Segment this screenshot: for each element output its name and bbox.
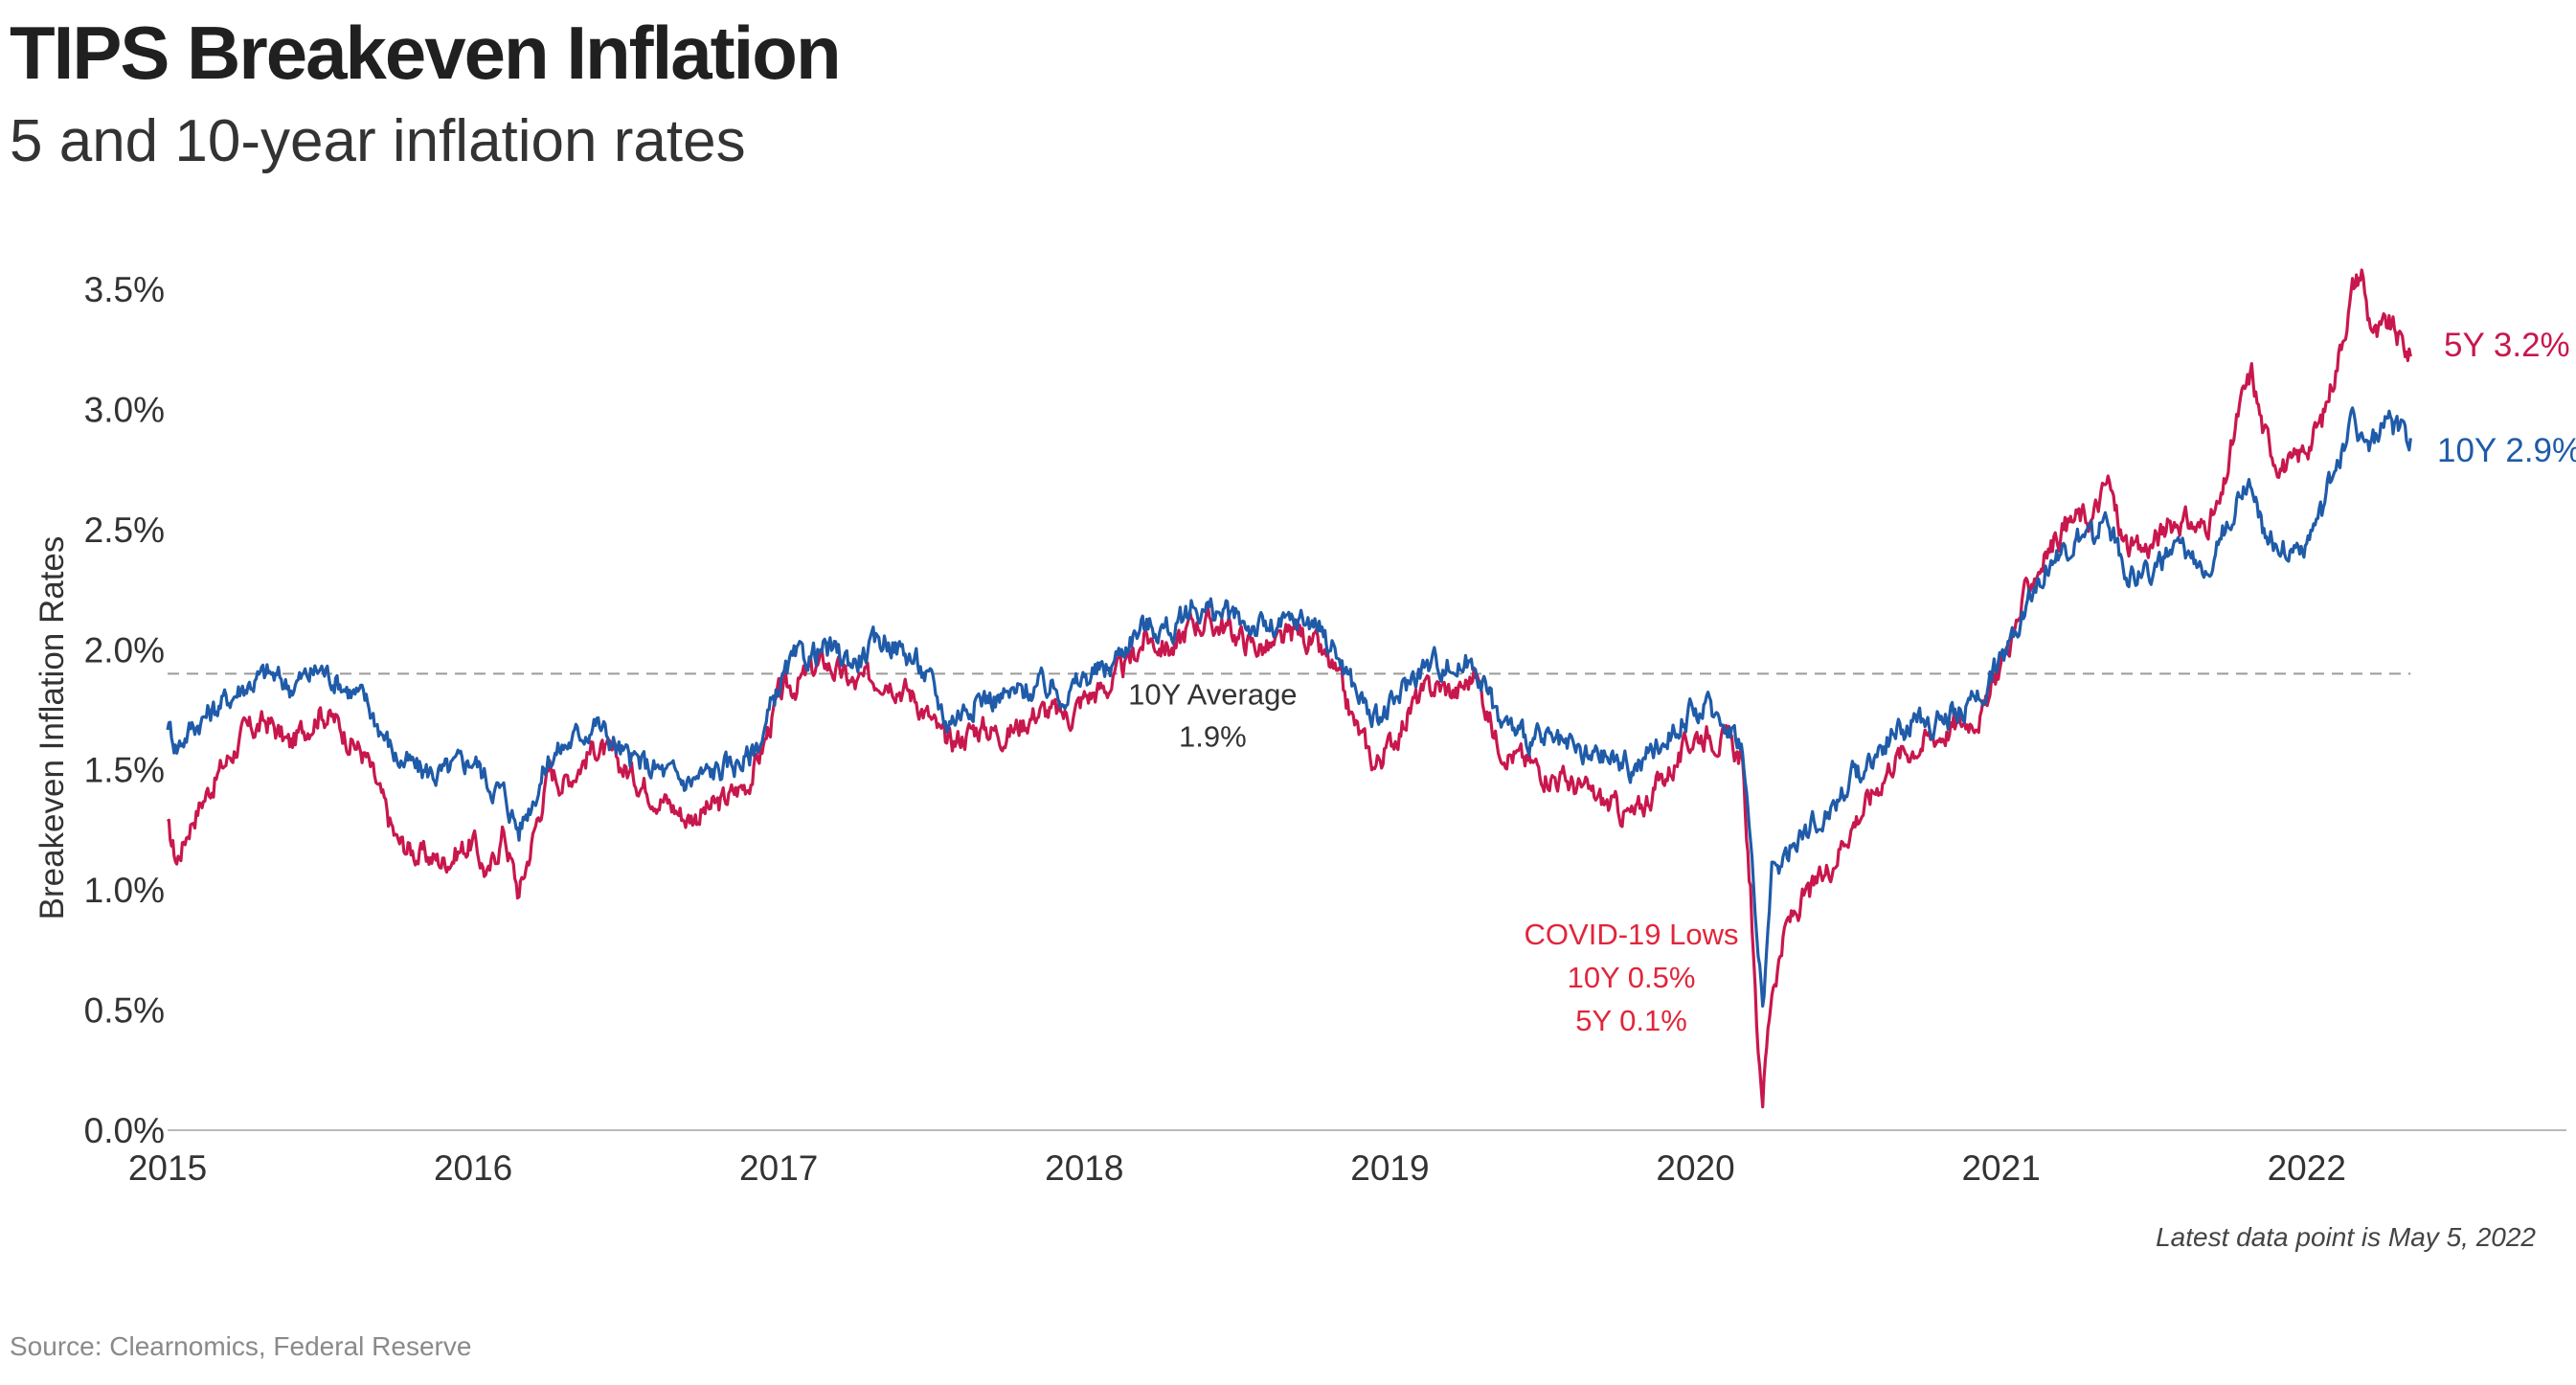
- covid-annotation-title: COVID-19 Lows: [1525, 918, 1739, 951]
- y-tick-label: 0.5%: [84, 991, 165, 1031]
- series-end-label-5y: 5Y 3.2%: [2444, 327, 2570, 364]
- covid-annotation: COVID-19 Lows 10Y 0.5% 5Y 0.1%: [1525, 918, 1739, 1037]
- y-tick-label: 3.5%: [84, 270, 165, 309]
- y-tick-label: 1.5%: [84, 751, 165, 790]
- x-tick-label: 2020: [1656, 1148, 1734, 1188]
- y-axis: 0.0% 0.5% 1.0% 1.5% 2.0% 2.5% 3.0% 3.5%: [84, 270, 165, 1150]
- x-tick-label: 2017: [739, 1148, 818, 1188]
- x-tick-label: 2016: [434, 1148, 512, 1188]
- series-line-five_year: [166, 268, 2412, 1109]
- series-line-ten_year: [166, 406, 2412, 1008]
- x-tick-label: 2018: [1045, 1148, 1123, 1188]
- x-tick-label: 2021: [1961, 1148, 2040, 1188]
- source-note: Source: Clearnomics, Federal Reserve: [10, 1331, 472, 1361]
- y-tick-label: 3.0%: [84, 390, 165, 429]
- y-axis-title: Breakeven Inflation Rates: [34, 536, 71, 920]
- y-tick-label: 2.5%: [84, 511, 165, 550]
- series-group: [166, 268, 2412, 1109]
- y-tick-label: 2.0%: [84, 630, 165, 670]
- x-tick-label: 2015: [128, 1148, 207, 1188]
- y-tick-label: 1.0%: [84, 871, 165, 910]
- footnote: Latest data point is May 5, 2022: [2156, 1222, 2536, 1252]
- x-tick-label: 2019: [1350, 1148, 1429, 1188]
- covid-annotation-5y: 5Y 0.1%: [1575, 1004, 1687, 1037]
- average-label: 10Y Average: [1128, 677, 1297, 711]
- chart-title: TIPS Breakeven Inflation: [10, 11, 842, 95]
- x-tick-label: 2022: [2268, 1148, 2346, 1188]
- average-value-label: 1.9%: [1179, 719, 1247, 753]
- series-end-label-10y: 10Y 2.9%: [2437, 432, 2576, 469]
- covid-annotation-10y: 10Y 0.5%: [1568, 961, 1696, 994]
- y-tick-label: 0.0%: [84, 1111, 165, 1150]
- x-axis: 2015 2016 2017 2018 2019 2020 2021 2022: [128, 1129, 2566, 1188]
- chart-subtitle: 5 and 10-year inflation rates: [10, 108, 746, 174]
